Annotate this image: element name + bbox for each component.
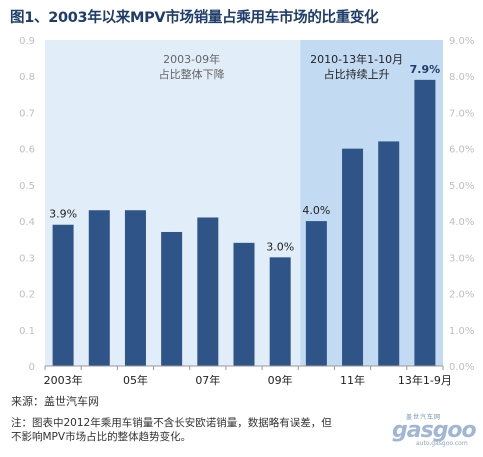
left-axis-tick-label: 0.8: [19, 72, 35, 83]
note-text: 注：图表中2012年乘用车销量不含长安欧诺销量，数据略有误差，但不影响MPV市场…: [11, 417, 332, 443]
watermark-url: auto.gasgoo.com: [416, 440, 468, 447]
chart-title: 图1、2003年以来MPV市场销量占乘用车市场的比重变化: [10, 10, 379, 26]
watermark-brand: gasgoo: [392, 418, 477, 443]
right-axis-tick-label: 9.0%: [449, 36, 474, 47]
watermark-logo: 盖世汽车网 gasgoo auto.gasgoo.com: [388, 410, 480, 448]
left-axis-tick-label: 0: [29, 362, 35, 373]
right-axis-tick-label: 6.0%: [449, 145, 474, 156]
right-axis-tick-label: 2.0%: [449, 290, 474, 301]
annotation-line2: 占比整体下降: [159, 67, 225, 81]
right-axis-tick-label: 4.0%: [449, 217, 474, 228]
x-tick-label: 2003年: [44, 373, 83, 387]
x-tick-label: 13年1-9月: [398, 373, 452, 387]
right-axis-tick-label: 8.0%: [449, 72, 474, 83]
bar: [414, 79, 436, 366]
left-axis-tick-label: 0.4: [19, 217, 35, 228]
x-tick-label: 05年: [123, 373, 148, 387]
right-axis-tick-label: 7.0%: [449, 108, 474, 119]
data-label: 7.9%: [410, 63, 441, 76]
right-axis-tick-label: 5.0%: [449, 181, 474, 192]
source-text: 来源：盖世汽车网: [11, 395, 99, 408]
bar: [269, 257, 291, 366]
bar: [378, 141, 400, 366]
right-axis-tick-label: 0.0%: [449, 362, 474, 373]
x-tick-label: 09年: [268, 373, 293, 387]
left-axis-tick-label: 0.5: [19, 181, 35, 192]
data-label: 3.9%: [49, 208, 77, 221]
annotation-line1: 2010-13年1-10月: [310, 52, 403, 66]
bar: [233, 242, 255, 366]
bar: [124, 210, 146, 366]
left-axis-tick-label: 0.2: [19, 290, 35, 301]
right-axis-tick-label: 1.0%: [449, 326, 474, 337]
bar: [161, 231, 183, 366]
bar: [52, 224, 74, 366]
bar: [197, 217, 219, 366]
data-label: 4.0%: [302, 204, 330, 217]
x-tick-label: 07年: [195, 373, 220, 387]
bar: [305, 221, 327, 366]
left-axis-tick-label: 0.9: [19, 36, 35, 47]
annotation-line1: 2003-09年: [163, 52, 220, 66]
left-axis-tick-label: 0.1: [19, 326, 35, 337]
right-axis-tick-label: 3.0%: [449, 253, 474, 264]
left-axis-tick-label: 0.7: [19, 108, 35, 119]
bar: [342, 148, 364, 366]
annotation-line2: 占比持续上升: [324, 67, 390, 81]
left-axis-tick-label: 0.3: [19, 253, 35, 264]
bar: [88, 210, 110, 366]
watermark-top: 盖世汽车网: [406, 414, 442, 421]
left-axis-tick-label: 0.6: [19, 145, 35, 156]
x-tick-label: 11年: [340, 373, 365, 387]
data-label: 3.0%: [266, 240, 294, 253]
